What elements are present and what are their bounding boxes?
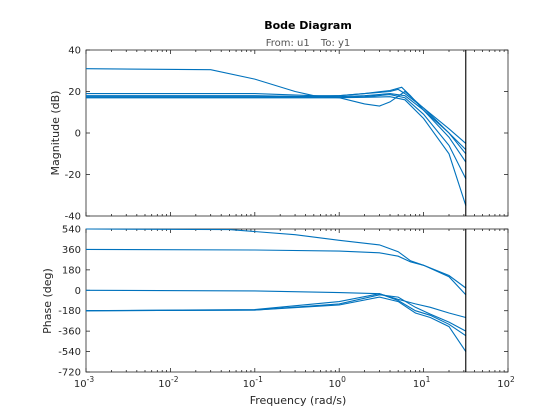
phase-y-tick-label: 180	[62, 265, 81, 276]
phase-y-tick-label: -540	[58, 347, 81, 358]
subtitle-from: From: u1	[266, 38, 310, 49]
magnitude-y-tick-label: 40	[68, 46, 81, 57]
magnitude-y-tick-label: -20	[65, 170, 81, 181]
phase-curve-6	[85, 296, 467, 352]
chart-subtitle: From: u1 To: y1	[266, 38, 351, 49]
phase-y-tick-label: -720	[58, 368, 81, 379]
magnitude-curve-4	[86, 93, 467, 163]
phase-panel: -720 -540 -360 -180 0 180 360 540	[58, 225, 509, 379]
x-tick-label: 10-2	[158, 375, 178, 390]
phase-y-tick-label: 0	[75, 286, 81, 297]
magnitude-axis-label: Magnitude (dB)	[49, 91, 62, 176]
subtitle-to: To: y1	[320, 38, 350, 49]
magnitude-plot-area	[85, 49, 509, 217]
phase-y-tick-label: -180	[58, 306, 81, 317]
chart-title: Bode Diagram	[264, 19, 352, 32]
x-tick-label: 100	[328, 375, 346, 390]
phase-curve-3	[85, 289, 466, 319]
x-tick-label: 10-3	[74, 375, 94, 390]
magnitude-y-tick-label: 20	[68, 87, 81, 98]
magnitude-y-tick-label: 0	[75, 129, 81, 140]
magnitude-curve-6	[86, 96, 467, 206]
magnitude-panel: -40 -20 0 20 40	[65, 46, 509, 223]
magnitude-curve-2	[86, 90, 467, 144]
x-axis-label: Frequency (rad/s)	[250, 394, 347, 407]
phase-curve-2	[85, 248, 467, 296]
phase-y-tick-label: 360	[62, 245, 81, 256]
x-tick-label: 102	[497, 375, 515, 390]
phase-axis-label: Phase (deg)	[41, 268, 54, 334]
phase-y-tick-label: 540	[62, 225, 81, 236]
x-tick-labels: 10-3 10-2 10-1 100 101 102	[74, 375, 515, 390]
phase-curve-5	[85, 293, 467, 337]
phase-plot-area	[85, 228, 509, 373]
x-tick-label: 10-1	[243, 375, 263, 390]
phase-y-tick-label: -360	[58, 327, 81, 338]
x-tick-label: 101	[413, 375, 431, 390]
magnitude-y-tick-label: -40	[65, 212, 81, 223]
